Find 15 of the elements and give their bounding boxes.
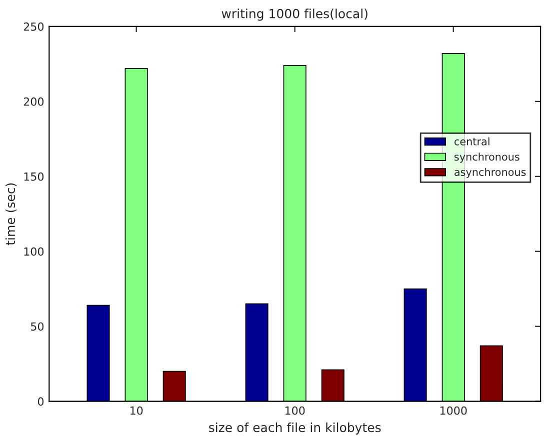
x-axis-title: size of each file in kilobytes xyxy=(209,422,381,435)
legend-label: asynchronous xyxy=(454,168,526,178)
y-tick-label: 50 xyxy=(31,322,44,331)
y-tick-label: 100 xyxy=(24,247,44,256)
y-tick-label: 0 xyxy=(38,397,44,406)
x-tick-label: 10 xyxy=(130,406,143,415)
chart-title: writing 1000 files(local) xyxy=(222,8,368,21)
x-tick-label: 1000 xyxy=(440,406,467,415)
y-tick-label: 200 xyxy=(24,97,44,106)
legend-label: synchronous xyxy=(454,152,520,163)
y-tick-label: 150 xyxy=(24,172,44,181)
y-tick-label: 250 xyxy=(24,22,44,31)
y-axis-title: time (sec) xyxy=(5,183,17,246)
legend-label: central xyxy=(454,137,490,146)
x-tick-label: 100 xyxy=(285,406,305,415)
